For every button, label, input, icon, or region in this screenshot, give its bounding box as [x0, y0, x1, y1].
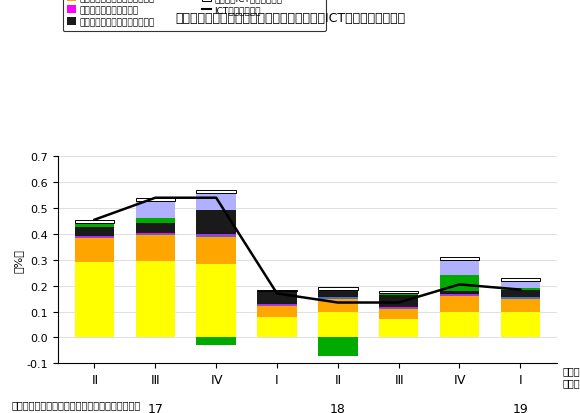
- Bar: [440, 312, 479, 338]
- Bar: [440, 292, 479, 294]
- Bar: [501, 299, 540, 312]
- Bar: [257, 292, 297, 305]
- Bar: [197, 190, 236, 194]
- Bar: [379, 294, 418, 296]
- Bar: [75, 225, 114, 227]
- Bar: [197, 235, 236, 236]
- Bar: [197, 237, 236, 264]
- Text: （出所）総務省「家計消費状況調査」より作成。: （出所）総務省「家計消費状況調査」より作成。: [12, 399, 141, 409]
- Y-axis label: （%）: （%）: [14, 248, 24, 272]
- Bar: [379, 291, 418, 293]
- Bar: [197, 264, 236, 338]
- Bar: [136, 223, 175, 234]
- Bar: [197, 338, 236, 345]
- Bar: [257, 306, 297, 317]
- Bar: [136, 198, 175, 202]
- Bar: [440, 258, 479, 261]
- Bar: [379, 308, 418, 309]
- Bar: [136, 261, 175, 338]
- Text: 18: 18: [330, 402, 346, 413]
- Bar: [440, 275, 479, 292]
- Bar: [257, 305, 297, 306]
- Bar: [501, 290, 540, 297]
- Bar: [257, 290, 297, 292]
- Bar: [440, 294, 479, 295]
- Bar: [257, 317, 297, 338]
- Bar: [136, 236, 175, 261]
- Bar: [197, 210, 236, 235]
- Bar: [136, 234, 175, 235]
- Text: （期）
（年）: （期） （年）: [563, 366, 580, 387]
- Bar: [197, 236, 236, 237]
- Bar: [501, 297, 540, 298]
- Bar: [318, 292, 358, 297]
- Bar: [75, 223, 114, 225]
- Text: 家計消費支出（家計消費状況調査）に占めるICT関連消費の寄与度: 家計消費支出（家計消費状況調査）に占めるICT関連消費の寄与度: [175, 12, 405, 25]
- Bar: [501, 278, 540, 281]
- Bar: [318, 298, 358, 299]
- Legend: 固定電話使用料・寄与度, 移動電話（携帯電話・PHS）使用料・寄与度, インターネット接続料・寄与度, 民間放送受信料・寄与度, 移動電話他の通信機器・寄与度,: 固定電話使用料・寄与度, 移動電話（携帯電話・PHS）使用料・寄与度, インター…: [63, 0, 326, 32]
- Bar: [136, 202, 175, 218]
- Text: 17: 17: [147, 402, 163, 413]
- Bar: [379, 320, 418, 338]
- Bar: [501, 298, 540, 299]
- Bar: [379, 296, 418, 307]
- Bar: [318, 287, 358, 290]
- Bar: [501, 312, 540, 338]
- Bar: [75, 236, 114, 237]
- Bar: [379, 307, 418, 308]
- Bar: [440, 295, 479, 297]
- Bar: [318, 290, 358, 292]
- Bar: [197, 194, 236, 210]
- Bar: [75, 227, 114, 236]
- Bar: [318, 338, 358, 356]
- Bar: [379, 309, 418, 320]
- Bar: [501, 281, 540, 288]
- Bar: [136, 235, 175, 236]
- Bar: [75, 220, 114, 223]
- Bar: [75, 238, 114, 263]
- Bar: [318, 312, 358, 338]
- Bar: [440, 261, 479, 275]
- Bar: [318, 297, 358, 298]
- Bar: [75, 237, 114, 238]
- Bar: [75, 263, 114, 338]
- Bar: [136, 218, 175, 223]
- Bar: [318, 299, 358, 312]
- Bar: [379, 293, 418, 294]
- Text: 19: 19: [512, 402, 528, 413]
- Bar: [501, 288, 540, 290]
- Bar: [440, 297, 479, 312]
